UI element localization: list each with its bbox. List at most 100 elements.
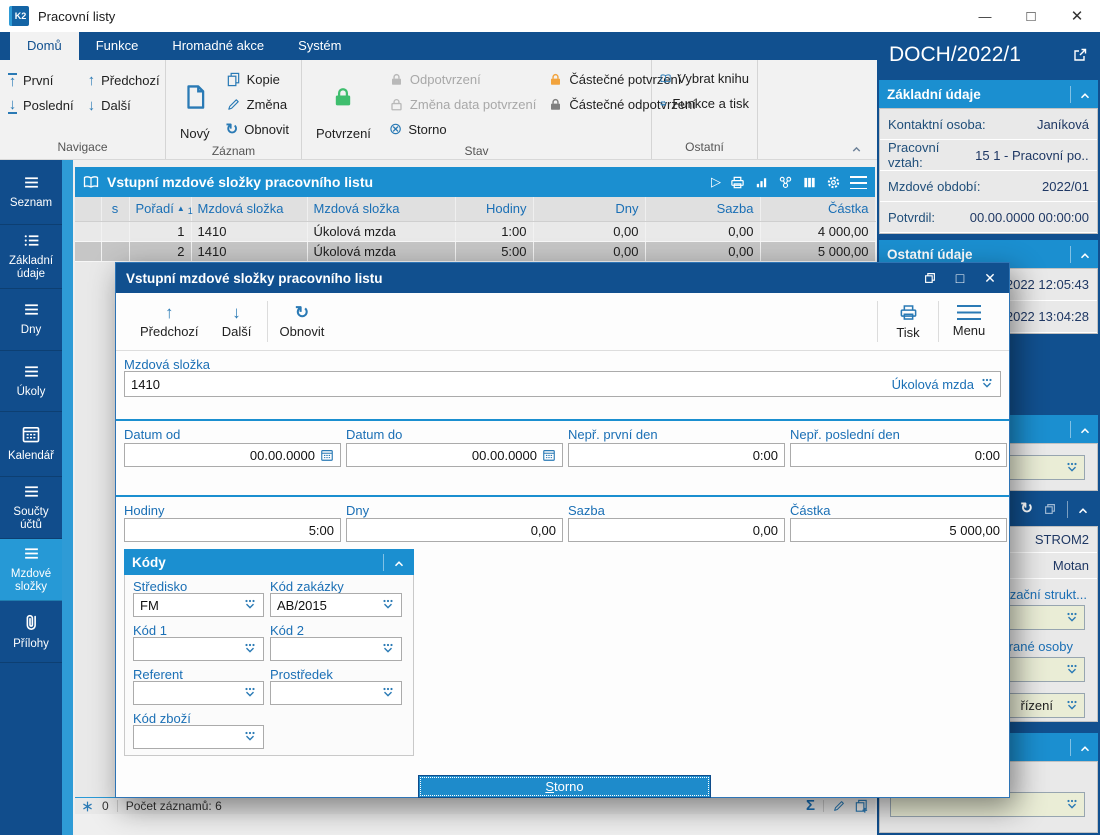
sidebar-item-kalendar[interactable]: Kalendář [0, 412, 62, 477]
dropdown-icon[interactable] [381, 598, 395, 612]
hamburger-icon[interactable] [850, 175, 867, 189]
copy-add-icon[interactable] [854, 799, 869, 814]
dropdown-icon[interactable] [381, 642, 395, 656]
partial-unconfirm-button[interactable]: Částečné odpotvrzení [548, 92, 696, 117]
chevron-up-icon[interactable] [1070, 420, 1098, 438]
sidebar-item-prilohy[interactable]: Přílohy [0, 601, 62, 663]
sidebar-item-dny[interactable]: Dny [0, 289, 62, 351]
dropdown-icon[interactable] [243, 686, 257, 700]
refresh-button[interactable]: ↻ Obnovit [225, 120, 290, 138]
edit-icon[interactable] [832, 799, 846, 813]
hodiny-field[interactable]: 5:00 [124, 518, 341, 542]
change-button[interactable]: Změna [226, 92, 289, 117]
dialog-close-button[interactable]: ✕ [984, 269, 996, 286]
select-book-button[interactable]: Vybrat knihu [660, 66, 749, 91]
col-sazba[interactable]: Sazba [645, 197, 761, 222]
table-row[interactable]: 1 1410 Úkolová mzda 1:00 0,00 0,00 4 000… [75, 221, 876, 242]
dialog-undock-button[interactable] [915, 263, 945, 293]
dropdown-icon[interactable] [243, 598, 257, 612]
sum-icon[interactable]: Σ [805, 797, 815, 814]
menu-button[interactable]: Menu [941, 293, 997, 350]
refresh-icon[interactable]: ↻ [1020, 500, 1033, 517]
dny-field[interactable]: 0,00 [346, 518, 563, 542]
minimize-button[interactable]: — [978, 8, 992, 24]
col-mzdova-slozka-nazev[interactable]: Mzdová složka [307, 197, 456, 222]
play-icon[interactable]: ▷ [711, 174, 721, 189]
refresh-button[interactable]: ↻ Obnovit [279, 302, 325, 339]
kody-header[interactable]: Kódy [124, 549, 414, 575]
previous-button[interactable]: ↑ Předchozí [87, 71, 160, 89]
stredisko-field[interactable]: FM [133, 593, 264, 617]
print-button[interactable]: Tisk [880, 293, 936, 350]
partial-confirm-button[interactable]: Částečné potvrzení [548, 67, 695, 92]
first-button[interactable]: ↑ První [8, 72, 54, 90]
chevron-up-icon[interactable] [1070, 85, 1098, 103]
maximize-button[interactable]: □ [1026, 7, 1036, 25]
mzdova-slozka-lookup[interactable]: Úkolová mzda [892, 377, 994, 392]
col-dny[interactable]: Dny [533, 197, 646, 222]
table-row-selected[interactable]: 2 1410 Úkolová mzda 5:00 0,00 0,00 5 000… [75, 241, 876, 262]
col-mzdova-slozka[interactable]: Mzdová složka [191, 197, 308, 222]
chevron-up-icon[interactable] [383, 553, 414, 571]
next-button[interactable]: ↓ Další [87, 96, 131, 114]
sidebar-item-ukoly[interactable]: Úkoly [0, 351, 62, 412]
next-button[interactable]: ↓ Další [221, 302, 252, 339]
printer-icon[interactable] [730, 175, 745, 190]
unconfirm-button: Odpotvrzení [389, 67, 536, 92]
prostredek-field[interactable] [270, 681, 402, 705]
last-button[interactable]: ↓ Poslední [8, 95, 74, 114]
chevron-up-icon[interactable] [1070, 738, 1098, 756]
tab-funkce[interactable]: Funkce [95, 38, 139, 53]
pivot-icon[interactable] [778, 175, 793, 190]
col-hodiny[interactable]: Hodiny [455, 197, 534, 222]
datum-do-field[interactable]: 00.00.0000 [346, 443, 563, 467]
dropdown-icon[interactable] [243, 642, 257, 656]
chevron-up-icon[interactable] [1070, 245, 1098, 263]
calendar-icon[interactable] [542, 448, 556, 462]
columns-icon[interactable] [802, 175, 817, 190]
kod-1-field[interactable] [133, 637, 264, 661]
tab-domu[interactable]: Domů [10, 32, 79, 60]
sidebar-item-seznam[interactable]: Seznam [0, 160, 62, 225]
col-castka[interactable]: Částka [760, 197, 876, 222]
kod-zakazky-field[interactable]: AB/2015 [270, 593, 402, 617]
chevron-up-icon[interactable] [1067, 500, 1090, 518]
sidebar-item-mzdove-slozky[interactable]: Mzdové složky [0, 539, 62, 601]
dropdown-icon[interactable] [381, 686, 395, 700]
lock-gray-icon [389, 72, 404, 87]
datum-od-field[interactable]: 00.00.0000 [124, 443, 341, 467]
gear-icon[interactable] [826, 175, 841, 190]
dropdown-icon[interactable] [243, 730, 257, 744]
kod-zbozi-field[interactable] [133, 725, 264, 749]
kod-2-field[interactable] [270, 637, 402, 661]
sidebar-item-zakladni-udaje[interactable]: Základní údaje [0, 225, 62, 289]
chart-icon[interactable] [754, 175, 769, 190]
new-button[interactable]: Nový [174, 65, 216, 142]
mzdova-slozka-field[interactable]: 1410 Úkolová mzda [124, 371, 1001, 397]
tab-hromadne-akce[interactable]: Hromadné akce [172, 38, 265, 53]
copy-button[interactable]: Kopie [226, 67, 289, 92]
tab-system[interactable]: Systém [298, 38, 342, 53]
ribbon-collapse-button[interactable] [850, 143, 863, 156]
castka-field[interactable]: 5 000,00 [790, 518, 1007, 542]
dialog-maximize-button[interactable]: □ [955, 270, 965, 286]
col-poradi[interactable]: Pořadí ▲ 1 [129, 197, 193, 222]
confirm-button[interactable]: Potvrzení [310, 65, 377, 142]
sazba-field[interactable]: 0,00 [568, 518, 785, 542]
calendar-icon[interactable] [320, 448, 334, 462]
close-button[interactable]: ✕ [1070, 8, 1084, 25]
referent-field[interactable] [133, 681, 264, 705]
org-structure-link[interactable]: zační strukt... [1009, 587, 1087, 602]
sidebar-item-soucty-uctu[interactable]: Součty účtů [0, 477, 62, 539]
col-s[interactable]: s [101, 197, 130, 222]
previous-button[interactable]: ↑ Předchozí [140, 302, 199, 339]
open-external-icon[interactable] [1072, 47, 1088, 63]
nepr-prvni-den-field[interactable]: 0:00 [568, 443, 785, 467]
arrow-up-icon: ↑ [87, 71, 96, 89]
functions-print-button[interactable]: Funkce a tisk [660, 91, 749, 116]
nepr-posledni-den-field[interactable]: 0:00 [790, 443, 1007, 467]
section-header-zakladni-udaje[interactable]: Základní údaje [879, 80, 1098, 108]
storno-button[interactable]: Storno [418, 775, 711, 798]
dialog-title: Vstupní mzdové složky pracovního listu [126, 270, 383, 286]
storno-button-ribbon[interactable]: ⊗ Storno [388, 120, 447, 138]
